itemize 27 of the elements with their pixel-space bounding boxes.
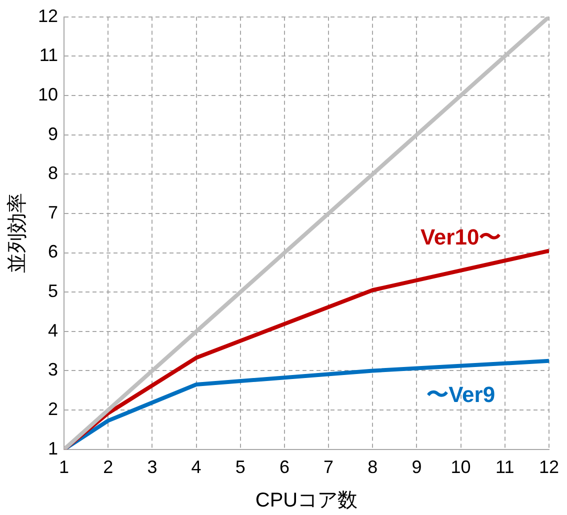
x-tick-label: 8 [368, 457, 378, 478]
y-tick-label: 5 [48, 281, 58, 302]
y-tick-label: 10 [38, 84, 58, 104]
x-tick-label: 3 [147, 457, 158, 478]
series-label: 〜Ver9 [426, 382, 496, 407]
y-tick-label: 9 [48, 124, 58, 144]
x-tick-label: 2 [103, 457, 114, 478]
y-tick-label: 3 [48, 360, 58, 380]
y-tick-label: 8 [48, 163, 58, 184]
y-tick-label: 6 [48, 242, 58, 262]
y-tick-label: 4 [48, 320, 58, 340]
x-tick-label: 11 [496, 457, 514, 478]
y-tick-label: 12 [38, 6, 58, 26]
series-label: Ver10〜 [420, 224, 502, 250]
y-tick-label: 2 [48, 399, 58, 420]
y-tick-label: 7 [48, 202, 58, 222]
y-axis-title: 並列効率 [6, 193, 29, 274]
x-tick-label: 10 [450, 457, 471, 478]
x-tick-label: 6 [279, 457, 290, 478]
x-tick-label: 9 [412, 457, 422, 478]
x-tick-label: 12 [538, 457, 560, 478]
y-tick-label: 1 [48, 438, 58, 458]
y-tick-label: 11 [39, 45, 58, 66]
x-tick-label: 4 [191, 457, 202, 478]
x-tick-label: 5 [235, 457, 246, 478]
x-tick-label: 7 [324, 457, 334, 478]
x-axis-title: CPUコア数 [255, 490, 358, 512]
